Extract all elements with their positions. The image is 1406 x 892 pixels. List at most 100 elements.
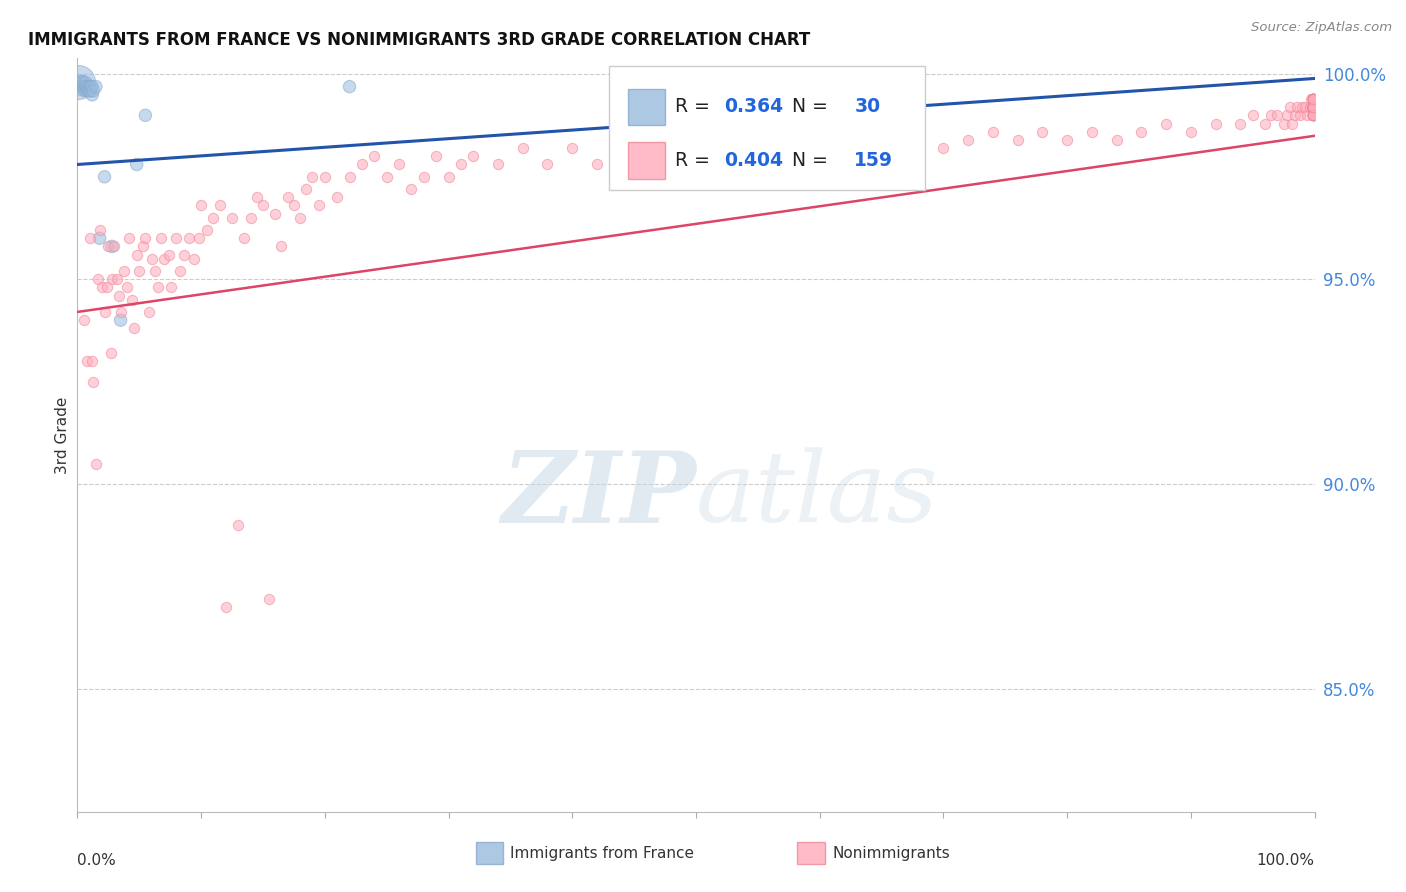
Point bbox=[1302, 92, 1324, 106]
FancyBboxPatch shape bbox=[628, 143, 665, 178]
Point bbox=[72, 76, 94, 90]
Point bbox=[122, 321, 145, 335]
Point bbox=[165, 231, 187, 245]
Text: IMMIGRANTS FROM FRANCE VS NONIMMIGRANTS 3RD GRADE CORRELATION CHART: IMMIGRANTS FROM FRANCE VS NONIMMIGRANTS … bbox=[28, 31, 810, 49]
Point bbox=[685, 149, 707, 163]
Point bbox=[1291, 100, 1313, 114]
Point bbox=[710, 141, 733, 155]
Point bbox=[67, 76, 90, 90]
Point bbox=[157, 247, 180, 261]
Point bbox=[512, 141, 534, 155]
Point bbox=[1296, 108, 1319, 122]
FancyBboxPatch shape bbox=[609, 65, 925, 190]
Point bbox=[1302, 92, 1324, 106]
Point bbox=[1007, 133, 1029, 147]
Text: 0.404: 0.404 bbox=[724, 151, 783, 169]
Point bbox=[1302, 108, 1324, 122]
Point bbox=[72, 76, 94, 90]
Point bbox=[932, 141, 955, 155]
Point bbox=[1302, 108, 1324, 122]
Point bbox=[1302, 108, 1324, 122]
Point bbox=[636, 149, 658, 163]
Point bbox=[264, 207, 287, 221]
Point bbox=[486, 157, 509, 171]
Point bbox=[659, 141, 682, 155]
Point bbox=[80, 84, 103, 98]
Point bbox=[834, 133, 856, 147]
Point bbox=[89, 223, 111, 237]
Point bbox=[1278, 100, 1301, 114]
Point bbox=[1154, 116, 1177, 130]
Point bbox=[1267, 108, 1289, 122]
Point bbox=[79, 84, 101, 98]
Point bbox=[1284, 108, 1306, 122]
Point bbox=[957, 133, 980, 147]
Point bbox=[1302, 92, 1324, 106]
Point bbox=[1302, 108, 1324, 122]
Text: ZIP: ZIP bbox=[501, 447, 696, 543]
Point bbox=[143, 264, 166, 278]
Point bbox=[110, 305, 132, 319]
Text: 100.0%: 100.0% bbox=[1257, 853, 1315, 868]
Point bbox=[215, 599, 238, 614]
Point bbox=[401, 182, 423, 196]
Point bbox=[858, 149, 880, 163]
Point bbox=[77, 84, 100, 98]
Point bbox=[295, 182, 318, 196]
Text: 159: 159 bbox=[855, 151, 893, 169]
Point bbox=[412, 169, 434, 184]
Point bbox=[1302, 100, 1324, 114]
Point bbox=[173, 247, 195, 261]
Point bbox=[1288, 108, 1310, 122]
Point bbox=[981, 125, 1004, 139]
Point bbox=[125, 247, 148, 261]
Point bbox=[1302, 100, 1324, 114]
Point bbox=[226, 518, 249, 533]
Point bbox=[610, 141, 633, 155]
Point bbox=[84, 457, 107, 471]
Point bbox=[350, 157, 373, 171]
Point bbox=[1302, 108, 1324, 122]
Point bbox=[82, 84, 104, 98]
Point bbox=[101, 272, 124, 286]
Point bbox=[246, 190, 269, 204]
Point bbox=[1302, 100, 1324, 114]
Point bbox=[883, 141, 905, 155]
Point bbox=[1298, 100, 1320, 114]
Text: Immigrants from France: Immigrants from France bbox=[510, 846, 695, 861]
Point bbox=[187, 231, 209, 245]
Point bbox=[73, 84, 96, 98]
Point bbox=[108, 288, 131, 302]
Point bbox=[450, 157, 472, 171]
Text: 0.0%: 0.0% bbox=[77, 853, 117, 868]
Point bbox=[1281, 116, 1303, 130]
Point bbox=[1302, 92, 1324, 106]
Point bbox=[128, 264, 150, 278]
Point bbox=[141, 252, 163, 266]
Point bbox=[150, 231, 173, 245]
Point bbox=[437, 169, 460, 184]
Point bbox=[1302, 100, 1324, 114]
Point bbox=[80, 79, 103, 94]
Point bbox=[125, 157, 148, 171]
Point bbox=[1241, 108, 1264, 122]
Point bbox=[1205, 116, 1227, 130]
Point bbox=[1302, 92, 1324, 106]
Text: atlas: atlas bbox=[696, 448, 939, 543]
Point bbox=[561, 141, 583, 155]
Point bbox=[221, 211, 243, 225]
Point bbox=[132, 239, 155, 253]
Point bbox=[177, 231, 200, 245]
Point bbox=[202, 211, 225, 225]
Point bbox=[169, 264, 191, 278]
Point bbox=[1302, 92, 1324, 106]
Point bbox=[1302, 92, 1324, 106]
Text: N =: N = bbox=[780, 151, 834, 169]
Point bbox=[1254, 116, 1277, 130]
Point bbox=[72, 79, 94, 94]
Point bbox=[1302, 108, 1324, 122]
Point bbox=[1302, 100, 1324, 114]
Point bbox=[89, 231, 111, 245]
Point bbox=[1260, 108, 1282, 122]
Point bbox=[339, 79, 361, 94]
